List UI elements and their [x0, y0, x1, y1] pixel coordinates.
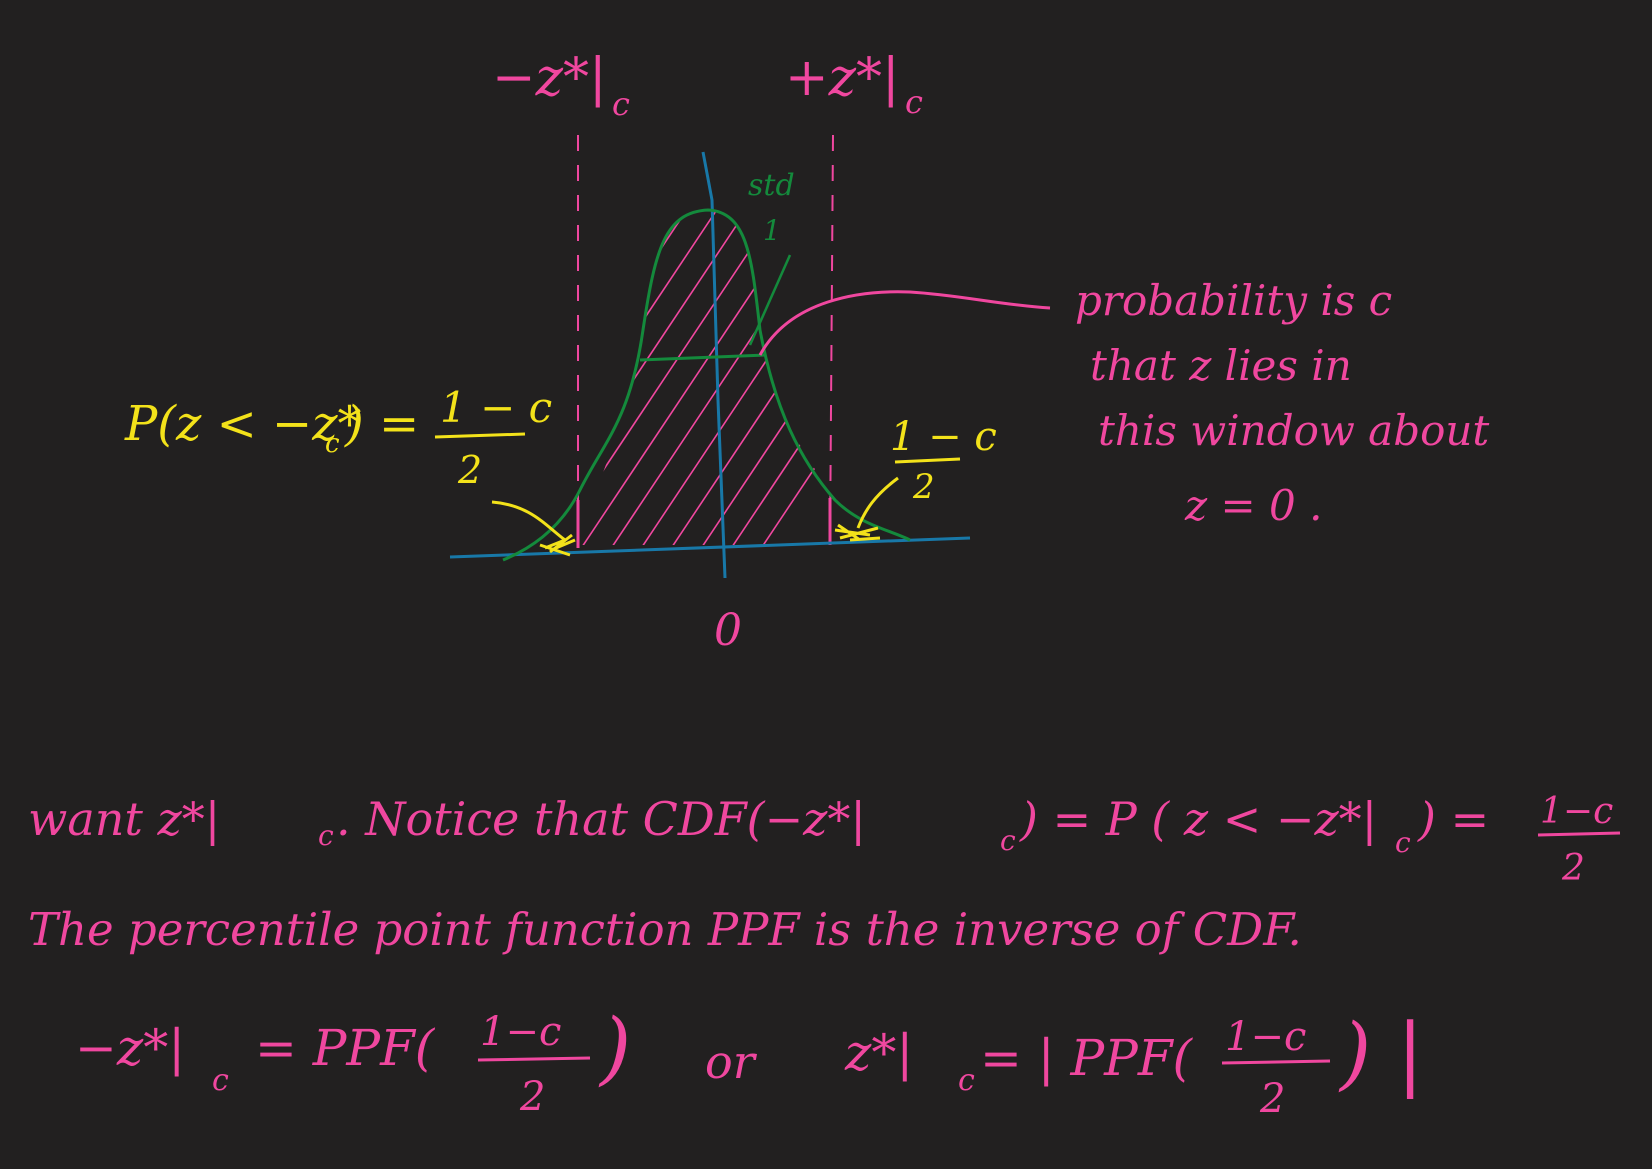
right-bound-label: +z*|: [785, 48, 900, 108]
eq-left-fraction-numerator: 1−c: [480, 1009, 561, 1055]
eq-or-label: or: [705, 1035, 758, 1089]
eq-left-fraction-denominator: 2: [519, 1074, 545, 1120]
left-tail-denominator: 2: [457, 448, 482, 492]
annotation-line-3: this window about: [1098, 406, 1489, 455]
left-bound-label: −z*|: [492, 48, 607, 108]
eq-right-rhs: = | PPF(: [980, 1029, 1194, 1087]
eq-right-subscript: c: [958, 1063, 975, 1098]
normal-curve: [502, 208, 911, 562]
std-width-line: [639, 353, 766, 362]
eq-right-fraction-denominator: 2: [1259, 1076, 1285, 1122]
origin-label: 0: [714, 605, 742, 656]
eq-left-subscript: c: [212, 1063, 229, 1098]
right-tail-shade: [834, 523, 881, 542]
y-axis: [701, 151, 727, 579]
notes-text: want z*| c . Notice that CDF(−z*| c ) = …: [28, 791, 1621, 1122]
notes-line-1-fraction-denominator: 2: [1561, 848, 1585, 889]
x-axis: [449, 536, 971, 559]
eq-left-rhs: = PPF(: [255, 1019, 436, 1077]
left-tail-lhs-subscript: c: [325, 429, 340, 459]
eq-left-close-paren: ): [598, 1001, 631, 1094]
right-tail-numerator: 1 − c: [890, 414, 997, 460]
notes-line-1-fraction-bar: [1537, 831, 1621, 837]
annotation-pointer: [758, 290, 1051, 356]
annotation-line-4: z = 0 .: [1184, 481, 1322, 530]
annotation-line-2: that z lies in: [1090, 341, 1352, 390]
notes-line-1-a: want z*|: [28, 792, 220, 846]
eq-right-fraction-numerator: 1−c: [1225, 1014, 1306, 1060]
notes-line-1-b-subscript: c: [1000, 824, 1016, 857]
eq-right-fraction-bar: [1221, 1059, 1331, 1065]
annotation-line-1: probability is c: [1075, 276, 1392, 325]
right-bound-subscript: c: [905, 83, 923, 121]
std-pointer-line: [748, 254, 792, 346]
notes-line-1-c: ) = P ( z < −z*|: [1019, 792, 1377, 846]
left-tail-shade: [539, 533, 576, 557]
eq-left-lhs: −z*|: [75, 1019, 185, 1077]
left-tail-fraction-bar: [434, 432, 526, 439]
right-tail-fraction-bar: [894, 457, 961, 464]
left-bound-subscript: c: [612, 85, 630, 123]
left-tail-lhs: P(z < −z*: [124, 396, 362, 452]
std-label: std: [748, 168, 795, 203]
eq-right-close: ) |: [1338, 1006, 1424, 1099]
notes-line-1-a-subscript: c: [318, 819, 334, 852]
right-tail-pointer: [856, 476, 899, 529]
left-tail-lhs-close: ) =: [344, 396, 419, 452]
notes-line-1-b: . Notice that CDF(−z*|: [336, 792, 866, 846]
right-tail-denominator: 2: [912, 467, 935, 507]
left-tail-pointer: [491, 500, 566, 542]
eq-right-lhs: z*|: [844, 1024, 913, 1082]
std-value-label: 1: [763, 214, 781, 247]
notes-line-2: The percentile point function PPF is the…: [28, 903, 1302, 956]
right-bound-dashed-line: [829, 134, 834, 546]
notes-line-1-c-subscript: c: [1395, 826, 1411, 859]
notes-line-1-d: ) =: [1417, 792, 1489, 846]
normal-curve-diagram: std 1 −z*| c +z*| c 0 P(z < −z* c ) = 1 …: [124, 48, 1489, 656]
left-tail-numerator: 1 − c: [440, 383, 552, 432]
eq-left-fraction-bar: [477, 1056, 591, 1062]
notes-line-1-fraction-numerator: 1−c: [1540, 791, 1613, 832]
